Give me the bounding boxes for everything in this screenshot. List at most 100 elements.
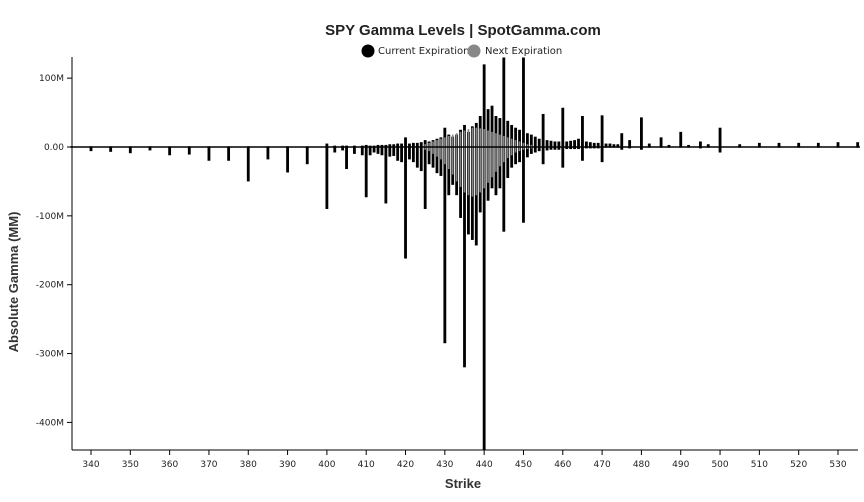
bar-positive (404, 137, 407, 147)
bar-positive (616, 144, 620, 147)
bar-positive (612, 144, 616, 147)
x-tick-label: 460 (554, 460, 571, 470)
x-tick-label: 520 (790, 460, 807, 470)
bar-positive (510, 138, 513, 147)
legend: Current Expiration Next Expiration (361, 44, 563, 58)
bar-positive (503, 135, 505, 147)
bar-negative (483, 147, 485, 189)
bar-negative (428, 147, 430, 152)
bar-negative (581, 147, 584, 161)
bar-positive (325, 143, 329, 147)
bar-positive (537, 138, 541, 147)
bar-positive (525, 133, 529, 147)
bar-negative (109, 147, 113, 152)
bar-positive (522, 142, 525, 147)
bar-positive (411, 142, 415, 147)
bar-positive (455, 133, 458, 147)
bar-positive (424, 144, 426, 147)
bar-negative (518, 147, 521, 163)
bar-negative (451, 147, 454, 175)
bar-negative (529, 147, 533, 154)
y-axis-label: Absolute Gamma (MM) (6, 212, 21, 353)
bar-negative (404, 147, 407, 259)
y-tick-label: -400M (36, 418, 64, 428)
bar-negative (600, 147, 604, 163)
bar-positive (494, 116, 498, 147)
bar-positive (596, 142, 600, 147)
bar-positive (514, 140, 517, 147)
bar-negative (89, 147, 93, 152)
bar-negative (447, 147, 450, 170)
bar-positive (592, 142, 596, 147)
bar-positive (584, 141, 588, 147)
bar-negative (561, 147, 565, 168)
bar-positive (706, 144, 710, 147)
x-tick-label: 430 (436, 460, 453, 470)
bar-positive (777, 142, 781, 147)
bar-positive (757, 142, 761, 147)
x-tick-label: 440 (476, 460, 493, 470)
y-tick-label: -300M (36, 350, 64, 360)
bar-positive (573, 140, 576, 147)
bar-positive (659, 137, 663, 147)
bar-negative (432, 147, 434, 154)
bar-positive (526, 144, 529, 147)
bar-negative (400, 147, 404, 163)
bar-negative (207, 147, 211, 161)
bar-positive (506, 137, 509, 147)
bar-negative (545, 147, 549, 151)
bar-positive (600, 115, 604, 147)
bar-negative (522, 147, 525, 223)
x-axis: 340 350 360 370 380 390 400 410 420 430 440 450 460 4… (72, 449, 858, 470)
bar-negative (533, 147, 537, 153)
bar-negative (447, 147, 451, 196)
bar-negative (360, 147, 364, 156)
bar-negative (573, 147, 576, 150)
bar-positive (423, 140, 427, 147)
bar-negative (411, 147, 415, 163)
bar-negative (640, 147, 643, 150)
bar-negative (510, 147, 513, 156)
bar-negative (503, 147, 505, 163)
bar-positive (553, 141, 557, 147)
bar-positive (549, 140, 553, 147)
bar-positive (797, 142, 801, 147)
y-tick-label: 0.00 (44, 143, 64, 153)
bar-positive (490, 105, 494, 147)
bar-positive (376, 144, 380, 147)
bar-negative (498, 147, 502, 189)
bar-negative (526, 147, 529, 150)
bar-negative (424, 147, 426, 150)
bar-positive (440, 138, 442, 147)
bar-positive (569, 140, 573, 147)
legend-swatch-next (467, 44, 481, 58)
bar-positive (459, 131, 462, 147)
bar-negative (506, 147, 510, 178)
bar-positive (530, 144, 533, 147)
bar-negative (499, 147, 501, 167)
bar-positive (577, 138, 580, 147)
bar-negative (341, 147, 345, 151)
bar-positive (588, 142, 592, 147)
bar-positive (479, 128, 482, 147)
bars-next-expiration (424, 127, 533, 197)
legend-label-next: Next Expiration (485, 46, 562, 57)
bar-negative (459, 147, 462, 187)
bar-positive (475, 127, 478, 147)
bar-positive (415, 142, 419, 147)
bar-negative (537, 147, 541, 152)
bar-negative (364, 147, 368, 198)
bar-positive (565, 141, 569, 147)
bar-negative (435, 147, 439, 174)
x-tick-label: 340 (82, 460, 99, 470)
x-tick-label: 490 (672, 460, 689, 470)
bar-positive (428, 142, 430, 147)
legend-item-current[interactable]: Current Expiration (361, 44, 470, 58)
bar-positive (581, 116, 584, 147)
bar-negative (439, 147, 443, 176)
bar-positive (483, 129, 485, 147)
legend-item-next[interactable]: Next Expiration (467, 44, 563, 58)
bar-negative (266, 147, 270, 160)
bar-negative (392, 147, 396, 156)
bar-positive (495, 133, 497, 147)
